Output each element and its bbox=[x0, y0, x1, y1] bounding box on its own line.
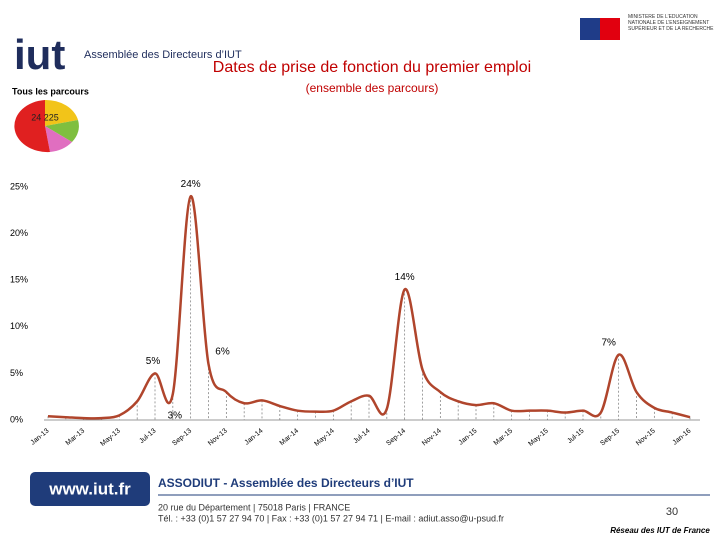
x-tick-label: Sep-15 bbox=[599, 428, 621, 448]
org: ASSODIUT - Assemblée des Directeurs d’IU… bbox=[158, 476, 414, 490]
y-tick-label: 25% bbox=[10, 181, 28, 191]
x-tick-label: May-15 bbox=[527, 428, 549, 448]
data-label: 7% bbox=[601, 337, 616, 348]
x-tick-label: Jul-13 bbox=[138, 428, 157, 446]
x-tick-label: Sep-13 bbox=[171, 428, 193, 448]
logo: iut bbox=[14, 31, 65, 78]
data-label: 14% bbox=[395, 272, 415, 283]
x-tick-label: Mar-13 bbox=[65, 428, 87, 448]
x-tick-label: Mar-15 bbox=[493, 428, 515, 448]
x-tick-label: Sep-14 bbox=[385, 428, 407, 448]
y-tick-label: 15% bbox=[10, 275, 28, 285]
x-tick-label: Nov-14 bbox=[421, 428, 443, 448]
url: www.iut.fr bbox=[48, 479, 131, 498]
x-tick-label: Jan-15 bbox=[458, 428, 479, 447]
flag-red bbox=[600, 18, 620, 40]
contact: Tél. : +33 (0)1 57 27 94 70 | Fax : +33 … bbox=[158, 513, 504, 523]
mini-pie bbox=[14, 99, 79, 153]
scope: Tous les parcours bbox=[12, 86, 89, 96]
ministry: MINISTÈRE DE L’ÉDUCATION NATIONALE DE L’… bbox=[628, 14, 714, 32]
url-box bbox=[30, 472, 150, 506]
x-tick-label: Mar-14 bbox=[279, 428, 301, 448]
data-label: 5% bbox=[146, 356, 161, 367]
x-tick-label: Jul-15 bbox=[566, 428, 585, 446]
x-tick-label: May-13 bbox=[99, 428, 121, 448]
x-tick-label: Nov-13 bbox=[207, 428, 229, 448]
data-label: 3% bbox=[168, 411, 183, 422]
x-tick-label: Jan-14 bbox=[244, 428, 265, 447]
x-tick-label: Jul-14 bbox=[352, 428, 371, 446]
page-number: 30 bbox=[666, 506, 678, 518]
data-label: 24% bbox=[181, 179, 201, 190]
y-tick-label: 20% bbox=[10, 228, 28, 238]
data-label: 6% bbox=[215, 347, 230, 358]
chart-title: Dates de prise de fonction du premier em… bbox=[213, 59, 531, 76]
x-tick-label: Jan-16 bbox=[672, 428, 693, 447]
y-tick-label: 10% bbox=[10, 321, 28, 331]
line bbox=[47, 195, 691, 420]
chart-subtitle: (ensemble des parcours) bbox=[306, 81, 439, 95]
y-tick-label: 5% bbox=[10, 368, 23, 378]
y-tick-label: 0% bbox=[10, 414, 23, 424]
address: 20 rue du Département | 75018 Paris | FR… bbox=[158, 502, 350, 512]
x-tick-label: May-14 bbox=[313, 428, 335, 448]
x-tick-label: Jan-13 bbox=[30, 428, 51, 447]
network: Réseau des IUT de France bbox=[610, 526, 710, 535]
ministry-text: MINISTÈRE DE L’ÉDUCATION NATIONALE DE L’… bbox=[628, 14, 714, 32]
total: 24 225 bbox=[31, 112, 59, 122]
x-tick-label: Nov-15 bbox=[635, 428, 657, 448]
logo-subtitle: Assemblée des Directeurs d’IUT bbox=[84, 49, 242, 61]
